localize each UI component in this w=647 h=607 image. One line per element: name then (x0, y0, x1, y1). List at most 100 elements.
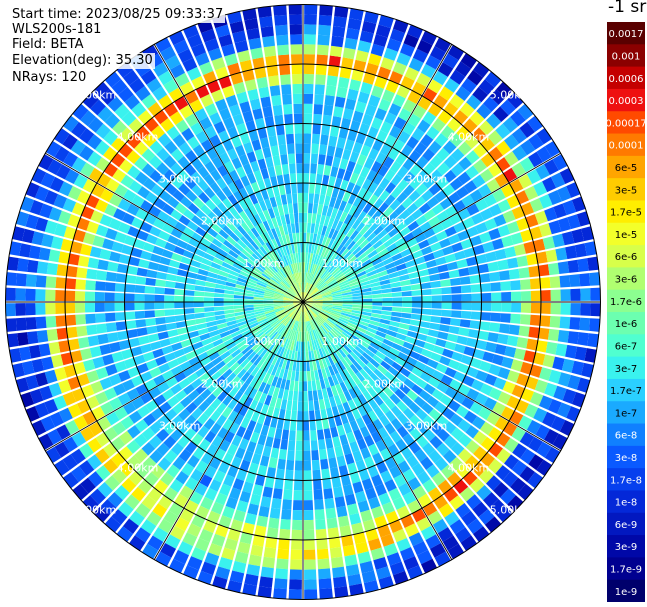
beta-cell (338, 279, 349, 286)
beta-cell (236, 468, 248, 481)
beta-cell (507, 221, 520, 234)
beta-cell (167, 235, 179, 245)
beta-cell (284, 293, 295, 298)
beta-cell (295, 321, 299, 332)
beta-cell (410, 313, 422, 321)
beta-cell (303, 490, 313, 501)
beta-cell (46, 446, 62, 463)
beta-cell (397, 268, 409, 276)
beta-cell (54, 367, 67, 381)
beta-cell (426, 196, 439, 209)
beta-cell (284, 349, 290, 360)
beta-cell (303, 295, 311, 302)
beta-cell (418, 239, 430, 250)
beta-cell (90, 99, 106, 116)
beta-cell (339, 370, 348, 382)
beta-cell (109, 193, 123, 207)
beta-cell (282, 204, 289, 215)
beta-cell (233, 305, 244, 309)
beta-cell (263, 325, 273, 333)
beta-cell (362, 295, 373, 299)
beta-cell (339, 211, 348, 223)
beta-cell (239, 343, 249, 352)
beta-cell (411, 366, 423, 378)
beta-cell (328, 365, 335, 376)
beta-cell (80, 426, 95, 442)
beta-cell (169, 335, 181, 345)
beta-cell (247, 243, 257, 253)
beta-cell (178, 262, 190, 271)
beta-cell (315, 279, 323, 288)
beta-cell (167, 329, 179, 338)
beta-cell (300, 282, 302, 293)
beta-cell (260, 322, 270, 329)
beta-cell (157, 457, 172, 471)
beta-cell (415, 408, 428, 421)
beta-cell (86, 221, 99, 234)
beta-cell (215, 98, 228, 112)
beta-cell (332, 26, 346, 38)
beta-cell (321, 124, 331, 136)
beta-cell (313, 265, 319, 275)
beta-cell (236, 239, 247, 249)
beta-cell (199, 263, 211, 271)
beta-cell (460, 53, 477, 69)
beta-cell (204, 430, 217, 443)
beta-cell (323, 377, 331, 389)
beta-cell (255, 264, 265, 273)
beta-cell (367, 273, 379, 281)
beta-cell (197, 268, 209, 276)
beta-cell (354, 249, 365, 259)
beta-cell (484, 71, 502, 88)
beta-cell (282, 224, 289, 235)
beta-cell (178, 215, 191, 226)
beta-cell (182, 345, 195, 354)
beta-cell (104, 292, 115, 302)
beta-cell (310, 308, 318, 316)
beta-cell (314, 84, 325, 95)
beta-cell (324, 226, 332, 238)
beta-cell (394, 356, 406, 367)
beta-cell (249, 399, 259, 411)
beta-cell (154, 309, 165, 317)
beta-cell (207, 510, 221, 524)
beta-cell (218, 364, 229, 375)
beta-cell (310, 307, 319, 315)
beta-cell (491, 302, 502, 312)
beta-cell (295, 341, 299, 352)
beta-cell (237, 277, 248, 284)
colorbar-label: 6e-9 (615, 520, 638, 531)
beta-cell (313, 349, 319, 361)
beta-cell (398, 274, 410, 281)
beta-cell (170, 365, 183, 376)
beta-cell (268, 342, 276, 352)
beta-cell (123, 401, 137, 415)
beta-cell (406, 356, 418, 366)
beta-cell (343, 379, 353, 391)
beta-cell (341, 289, 352, 294)
beta-cell (239, 270, 250, 278)
beta-cell (306, 311, 311, 321)
beta-cell (481, 292, 492, 302)
beta-cell (328, 537, 341, 549)
beta-cell (497, 391, 511, 405)
beta-cell (395, 372, 407, 383)
beta-cell (245, 120, 257, 132)
beta-cell (161, 223, 174, 234)
beta-cell (362, 302, 373, 306)
beta-cell (440, 374, 453, 386)
beta-cell (453, 371, 466, 383)
beta-cell (125, 274, 137, 284)
beta-cell (526, 169, 542, 184)
beta-cell (265, 287, 276, 293)
beta-cell (312, 390, 319, 401)
beta-cell (536, 251, 548, 264)
beta-cell (403, 171, 416, 184)
beta-cell (325, 249, 333, 259)
beta-cell (223, 294, 234, 299)
beta-cell (152, 527, 169, 542)
beta-cell (341, 57, 354, 69)
beta-cell (277, 134, 286, 146)
beta-cell (214, 252, 226, 262)
beta-cell (130, 247, 143, 258)
